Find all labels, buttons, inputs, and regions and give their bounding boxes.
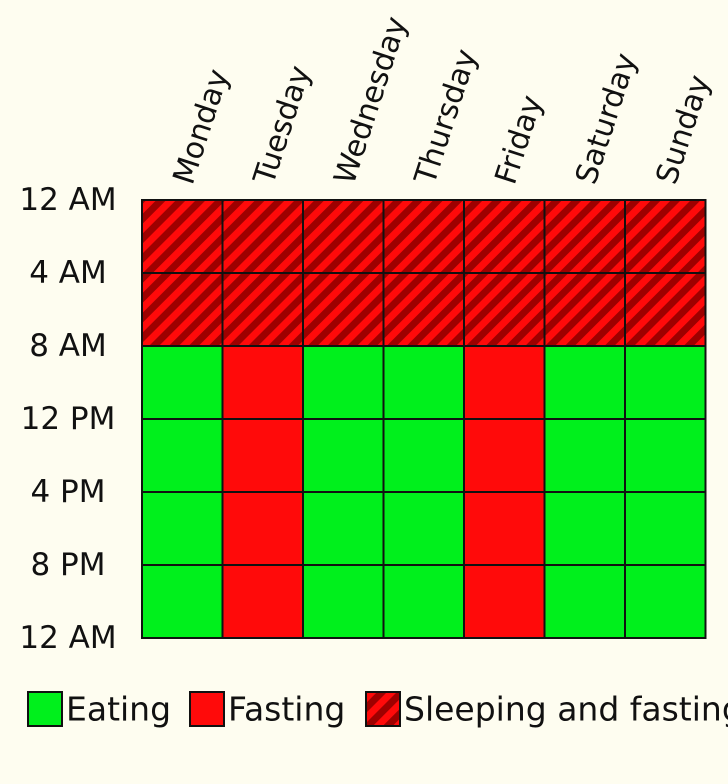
day-label-sunday: Sunday: [650, 71, 718, 189]
cell-sunday-1: [624, 272, 707, 347]
cell-wednesday-3: [302, 418, 385, 493]
cell-friday-2: [463, 345, 546, 420]
cell-thursday-2: [382, 345, 465, 420]
cell-friday-0: [463, 199, 546, 274]
cell-saturday-5: [543, 564, 626, 639]
cell-saturday-3: [543, 418, 626, 493]
time-label-2: 8 AM: [29, 328, 107, 364]
cell-monday-5: [141, 564, 224, 639]
legend-label-eating: Eating: [66, 690, 171, 729]
cell-friday-5: [463, 564, 546, 639]
cell-friday-1: [463, 272, 546, 347]
cell-tuesday-1: [221, 272, 304, 347]
cell-tuesday-2: [221, 345, 304, 420]
day-label-friday: Friday: [489, 91, 550, 188]
cell-tuesday-4: [221, 491, 304, 566]
cell-monday-0: [141, 199, 224, 274]
cell-thursday-0: [382, 199, 465, 274]
cell-tuesday-3: [221, 418, 304, 493]
cell-tuesday-5: [221, 564, 304, 639]
legend: Eating Fasting Sleeping and fasting: [27, 690, 728, 729]
cell-friday-3: [463, 418, 546, 493]
day-label-thursday: Thursday: [408, 45, 485, 189]
legend-swatch-eating: [27, 691, 63, 727]
cell-monday-1: [141, 272, 224, 347]
cell-monday-2: [141, 345, 224, 420]
legend-label-sleeping: Sleeping and fasting: [404, 690, 728, 729]
cell-friday-4: [463, 491, 546, 566]
time-labels: 12 AM 4 AM 8 AM 12 PM 4 PM 8 PM 12 AM: [19, 182, 116, 656]
legend-label-fasting: Fasting: [228, 690, 345, 729]
cell-thursday-5: [382, 564, 465, 639]
day-label-tuesday: Tuesday: [247, 62, 318, 190]
cell-saturday-4: [543, 491, 626, 566]
day-label-wednesday: Wednesday: [328, 12, 415, 188]
legend-swatch-fasting: [189, 691, 225, 727]
cell-sunday-3: [624, 418, 707, 493]
cell-sunday-4: [624, 491, 707, 566]
cell-tuesday-0: [221, 199, 304, 274]
cell-wednesday-4: [302, 491, 385, 566]
legend-swatch-sleeping: [365, 691, 401, 727]
cell-sunday-5: [624, 564, 707, 639]
heatmap-cells: [141, 199, 707, 639]
cell-monday-3: [141, 418, 224, 493]
cell-wednesday-5: [302, 564, 385, 639]
cell-thursday-1: [382, 272, 465, 347]
cell-sunday-0: [624, 199, 707, 274]
day-label-monday: Monday: [167, 65, 237, 188]
time-label-0: 12 AM: [19, 182, 116, 218]
time-label-6: 12 AM: [19, 620, 116, 656]
time-label-4: 4 PM: [30, 474, 105, 510]
cell-monday-4: [141, 491, 224, 566]
cell-wednesday-2: [302, 345, 385, 420]
cell-thursday-3: [382, 418, 465, 493]
cell-thursday-4: [382, 491, 465, 566]
cell-wednesday-1: [302, 272, 385, 347]
time-label-3: 12 PM: [21, 401, 116, 437]
cell-saturday-2: [543, 345, 626, 420]
time-label-1: 4 AM: [29, 255, 107, 291]
time-label-5: 8 PM: [30, 547, 105, 583]
cell-saturday-1: [543, 272, 626, 347]
cell-wednesday-0: [302, 199, 385, 274]
cell-sunday-2: [624, 345, 707, 420]
cell-saturday-0: [543, 199, 626, 274]
day-label-saturday: Saturday: [569, 49, 644, 188]
